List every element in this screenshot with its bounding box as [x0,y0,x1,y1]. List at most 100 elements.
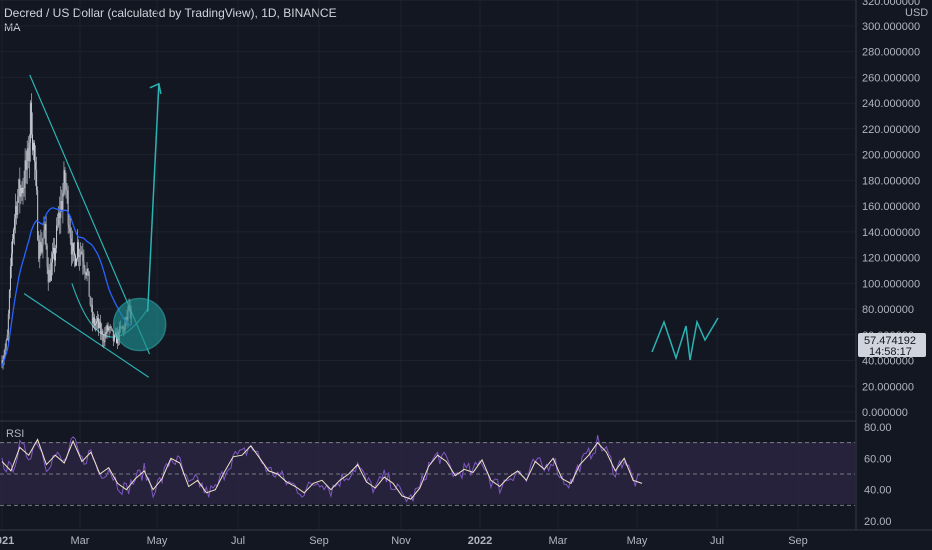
candle-body [60,201,62,219]
price-axis[interactable]: 300.000000 280.000000 260.000000 240.000000… [862,0,920,419]
last-price-badge [858,333,926,357]
candle-body [85,272,87,276]
price-tick-label: 180.000000 [862,175,920,187]
candle-body [107,325,109,331]
indicator-label: MA [4,22,21,34]
last-price-value: 57.474192 [864,335,916,347]
projection [112,82,719,361]
candle-body [103,341,105,343]
candle-body [106,325,108,334]
candle-body [14,218,16,231]
candle-body [34,142,35,162]
candle-body [24,160,26,189]
candle-body [42,238,44,246]
price-tick-label: 160.000000 [862,201,920,213]
price-tick-label: 100.000000 [862,278,920,290]
time-tick-label: Mar [71,535,90,547]
candle-body [80,251,82,256]
candle-body [21,187,23,194]
candle-body [78,242,80,257]
candle-body [1,360,3,367]
candle-body [20,187,22,197]
time-tick-label: Mar [549,535,568,547]
candle-body [49,269,51,281]
price-tick-label: 140.000000 [862,227,920,239]
candle-body [9,266,11,291]
candle-body [40,242,42,253]
lower-trendline [23,293,150,378]
candle-body [82,253,84,262]
candle-body [51,253,53,263]
time-tick-label: 2021 [0,535,14,547]
time-axis[interactable]: 2021 Mar May Jul Sep Nov 2022 Mar May Jul Sep [0,535,808,547]
candle-body [116,332,117,344]
candle-body [67,190,69,225]
price-tick-label: 280.000000 [862,47,920,59]
candle-body [32,134,33,151]
candle-body [77,242,79,259]
candle-body [30,102,32,135]
candle-body [4,347,6,355]
candle-body [13,230,14,239]
rsi-tick-label: 60.00 [864,453,892,465]
candle-body [71,242,73,255]
candle-body [38,239,40,259]
candle-body [26,148,28,171]
price-tick-label: 300.000000 [862,21,920,33]
candle-body [47,266,49,283]
price-tick-label: 260.000000 [862,72,920,84]
candle-body [84,267,86,273]
rsi-axis[interactable]: 80.00 60.00 40.00 20.00 [864,422,892,528]
rsi-tick-label: 20.00 [864,516,892,528]
candle-body [109,326,111,328]
price-tick-label: 20.000000 [862,381,914,393]
rsi-lines [0,434,855,506]
candle-body [7,313,9,335]
candle-body [8,290,10,314]
candle-body [65,182,67,190]
candle-body [66,189,68,191]
moving-average-line [1,207,132,367]
rsi-line [1,434,640,503]
candle-body [48,269,50,283]
candle-body [54,247,55,261]
candle-body [72,242,74,252]
candle-body [58,212,60,225]
candle-body [110,326,112,329]
candle-body [105,332,107,334]
candle-body [79,255,81,257]
candle-body [88,271,90,297]
candle-body [111,328,113,331]
candle-body [62,192,64,210]
candle-body [61,201,63,210]
last-price-countdown: 14:58:17 [869,346,912,358]
candle-body [33,142,34,151]
candle-body [56,225,58,249]
candle-body [112,330,114,341]
rsi-tick-label: 80.00 [864,422,892,434]
candle-body [15,205,17,219]
candle-body [39,242,41,259]
candle-body [19,179,21,197]
candle-body [70,238,72,255]
time-tick-label: Jul [710,535,724,547]
candle-body [113,335,115,341]
candle-body [95,323,96,326]
candle-body [11,253,12,267]
rsi-ma-line [1,438,643,500]
candle-body [92,317,94,324]
candle-body [101,330,103,335]
candle-body [76,258,77,266]
candle-body [87,268,89,272]
candle-body [35,161,37,170]
candle-body [91,305,93,324]
candle-body [59,212,61,219]
chart-title: Decred / US Dollar (calculated by Tradin… [4,6,337,20]
price-tick-label: 40.000000 [862,356,914,368]
candle-body [96,321,97,324]
candle-body [90,304,92,306]
candle-body [37,190,39,240]
candle-body [104,332,106,343]
candle-body [93,317,95,326]
